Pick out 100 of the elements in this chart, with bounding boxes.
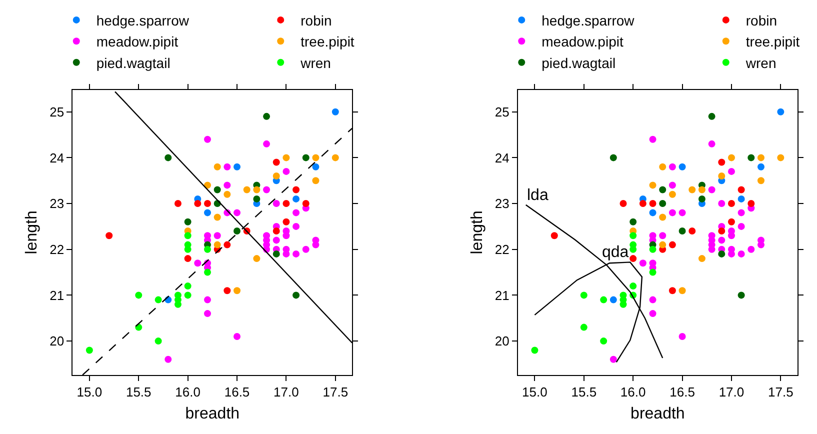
legend-label: meadow.pipit — [96, 34, 178, 50]
point — [263, 140, 270, 148]
point — [194, 260, 202, 267]
point — [204, 200, 212, 208]
x-tick-label: 17.5 — [768, 384, 794, 400]
y-tick-label: 23 — [50, 196, 64, 212]
point — [748, 246, 755, 253]
point — [757, 163, 764, 170]
point — [728, 232, 735, 240]
point — [174, 200, 182, 208]
legend-label: wren — [300, 54, 331, 71]
point — [302, 154, 310, 162]
x-tick-label: 15.5 — [126, 384, 152, 400]
point — [777, 108, 784, 116]
point — [678, 209, 686, 216]
point — [135, 292, 142, 299]
point — [738, 209, 745, 216]
point — [659, 241, 666, 248]
point — [263, 186, 270, 194]
point — [214, 214, 221, 221]
y-tick-label: 20 — [494, 334, 510, 349]
point — [580, 324, 588, 331]
point — [659, 200, 666, 208]
point — [292, 186, 300, 194]
point — [302, 200, 310, 208]
point — [738, 250, 745, 258]
point — [728, 168, 735, 175]
point — [738, 186, 745, 194]
point — [282, 168, 290, 175]
line-series — [525, 204, 664, 359]
y-tick-label: 20 — [50, 334, 64, 349]
point — [184, 282, 192, 290]
point — [204, 310, 212, 318]
point — [639, 260, 646, 267]
legend-label: hedge.sparrow — [542, 12, 636, 28]
point — [204, 182, 212, 189]
point — [292, 209, 300, 216]
point — [630, 282, 637, 290]
point — [550, 232, 558, 240]
point — [757, 177, 764, 184]
point — [668, 209, 676, 216]
point — [718, 172, 726, 180]
point — [224, 163, 231, 170]
point — [610, 154, 617, 162]
point — [272, 236, 280, 244]
y-tick-label: 24 — [494, 150, 510, 166]
point — [668, 287, 676, 294]
point — [630, 255, 637, 262]
y-axis-title: length — [24, 210, 41, 254]
point — [204, 268, 212, 276]
point — [282, 232, 290, 240]
point — [708, 140, 716, 148]
point — [234, 332, 241, 340]
point — [718, 158, 726, 166]
point — [688, 228, 696, 235]
point — [164, 154, 172, 162]
point — [659, 163, 666, 170]
point — [649, 182, 656, 189]
point — [253, 255, 260, 262]
point — [253, 186, 260, 194]
point — [777, 154, 784, 162]
point — [668, 190, 676, 198]
x-tick-label: 16.0 — [620, 384, 646, 400]
point — [154, 338, 162, 345]
y-tick-label: 21 — [494, 288, 510, 303]
x-tick-label: 15.0 — [522, 384, 548, 400]
point — [272, 158, 280, 166]
point — [204, 209, 212, 216]
point — [748, 154, 755, 162]
point — [272, 250, 280, 258]
point — [757, 154, 764, 162]
x-tick-label: 16.5 — [670, 384, 695, 400]
x-tick-label: 17.5 — [322, 384, 348, 400]
point — [600, 296, 608, 304]
point — [292, 222, 300, 230]
point — [292, 250, 300, 258]
point — [332, 108, 339, 116]
point — [234, 163, 241, 170]
legend-label: hedge.sparrow — [96, 12, 190, 28]
x-tick-label: 17.0 — [718, 384, 744, 400]
point — [748, 200, 755, 208]
point — [738, 292, 745, 299]
point — [224, 287, 231, 294]
legend-label: meadow.pipit — [542, 34, 624, 50]
point — [234, 287, 241, 294]
point — [708, 186, 716, 194]
point — [600, 338, 608, 345]
point — [728, 218, 735, 226]
point — [728, 154, 735, 162]
point — [204, 296, 212, 304]
point — [738, 222, 745, 230]
x-tick-label: 15.5 — [571, 384, 597, 400]
point — [659, 214, 666, 221]
point — [272, 228, 280, 235]
point — [678, 332, 686, 340]
legend-label: pied.wagtail — [542, 54, 616, 71]
point — [728, 200, 735, 208]
point — [312, 163, 320, 170]
point — [718, 236, 726, 244]
point — [214, 163, 221, 170]
